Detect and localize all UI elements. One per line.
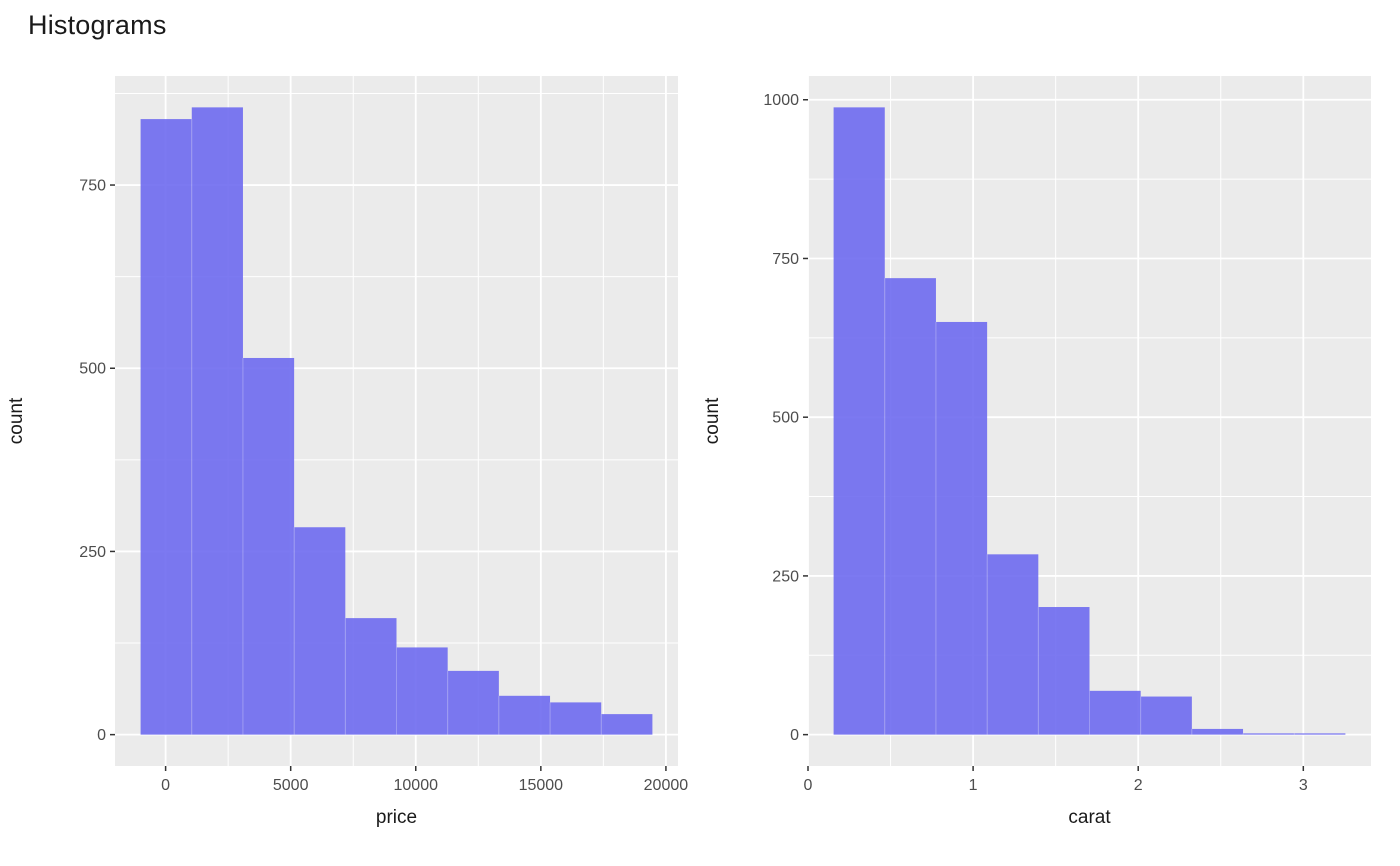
- figure-title: Histograms: [28, 10, 167, 40]
- histogram-bar: [294, 527, 346, 735]
- x-tick-label: 5000: [273, 777, 309, 794]
- histogram-bar: [601, 714, 653, 735]
- histogram-bar: [833, 107, 885, 735]
- histogram-bar: [550, 702, 602, 735]
- histogram-bar: [1294, 733, 1346, 735]
- x-axis-title: price: [376, 807, 417, 828]
- y-axis-title: count: [6, 397, 27, 444]
- x-tick-label: 3: [1299, 777, 1308, 794]
- histogram-bar: [191, 107, 243, 735]
- y-tick-label: 0: [790, 727, 799, 744]
- x-axis-title: carat: [1068, 807, 1111, 828]
- histogram-bar: [498, 695, 551, 735]
- x-tick-label: 10000: [394, 777, 439, 794]
- histogram-carat-chart: 0 1 2 3 0 250 500 750 1000 carat count: [702, 76, 1371, 828]
- y-tick-label: 500: [772, 410, 799, 427]
- histogram-bar: [396, 647, 448, 735]
- x-tick-label: 0: [804, 777, 813, 794]
- histogram-bar: [140, 119, 192, 735]
- histogram-bar: [1038, 607, 1090, 735]
- y-axis-title: count: [702, 397, 723, 444]
- y-tick-label: 500: [79, 361, 106, 378]
- y-tick-label: 750: [79, 178, 106, 195]
- y-tick-label: 750: [772, 251, 799, 268]
- x-tick-label: 0: [161, 777, 170, 794]
- histogram-bar: [447, 670, 499, 735]
- x-tick-label: 15000: [519, 777, 564, 794]
- histogram-price-chart: 0 5000 10000 15000 20000 0 250 500 750 price count: [6, 76, 689, 828]
- histogram-bar: [1243, 733, 1295, 735]
- histogram-bar: [345, 618, 397, 735]
- histogram-bar: [1089, 690, 1141, 735]
- x-tick-label: 1: [969, 777, 978, 794]
- y-tick-label: 1000: [763, 92, 799, 109]
- histogram-bar: [935, 321, 988, 735]
- histogram-bar: [242, 357, 295, 735]
- histogram-bar: [1140, 696, 1192, 735]
- x-tick-label: 20000: [644, 777, 689, 794]
- y-tick-label: 250: [79, 544, 106, 561]
- histogram-bar: [1191, 728, 1244, 735]
- histogram-bar: [884, 278, 936, 735]
- y-tick-label: 250: [772, 568, 799, 585]
- histogram-bar: [987, 554, 1039, 735]
- y-tick-label: 0: [97, 727, 106, 744]
- x-tick-label: 2: [1134, 777, 1143, 794]
